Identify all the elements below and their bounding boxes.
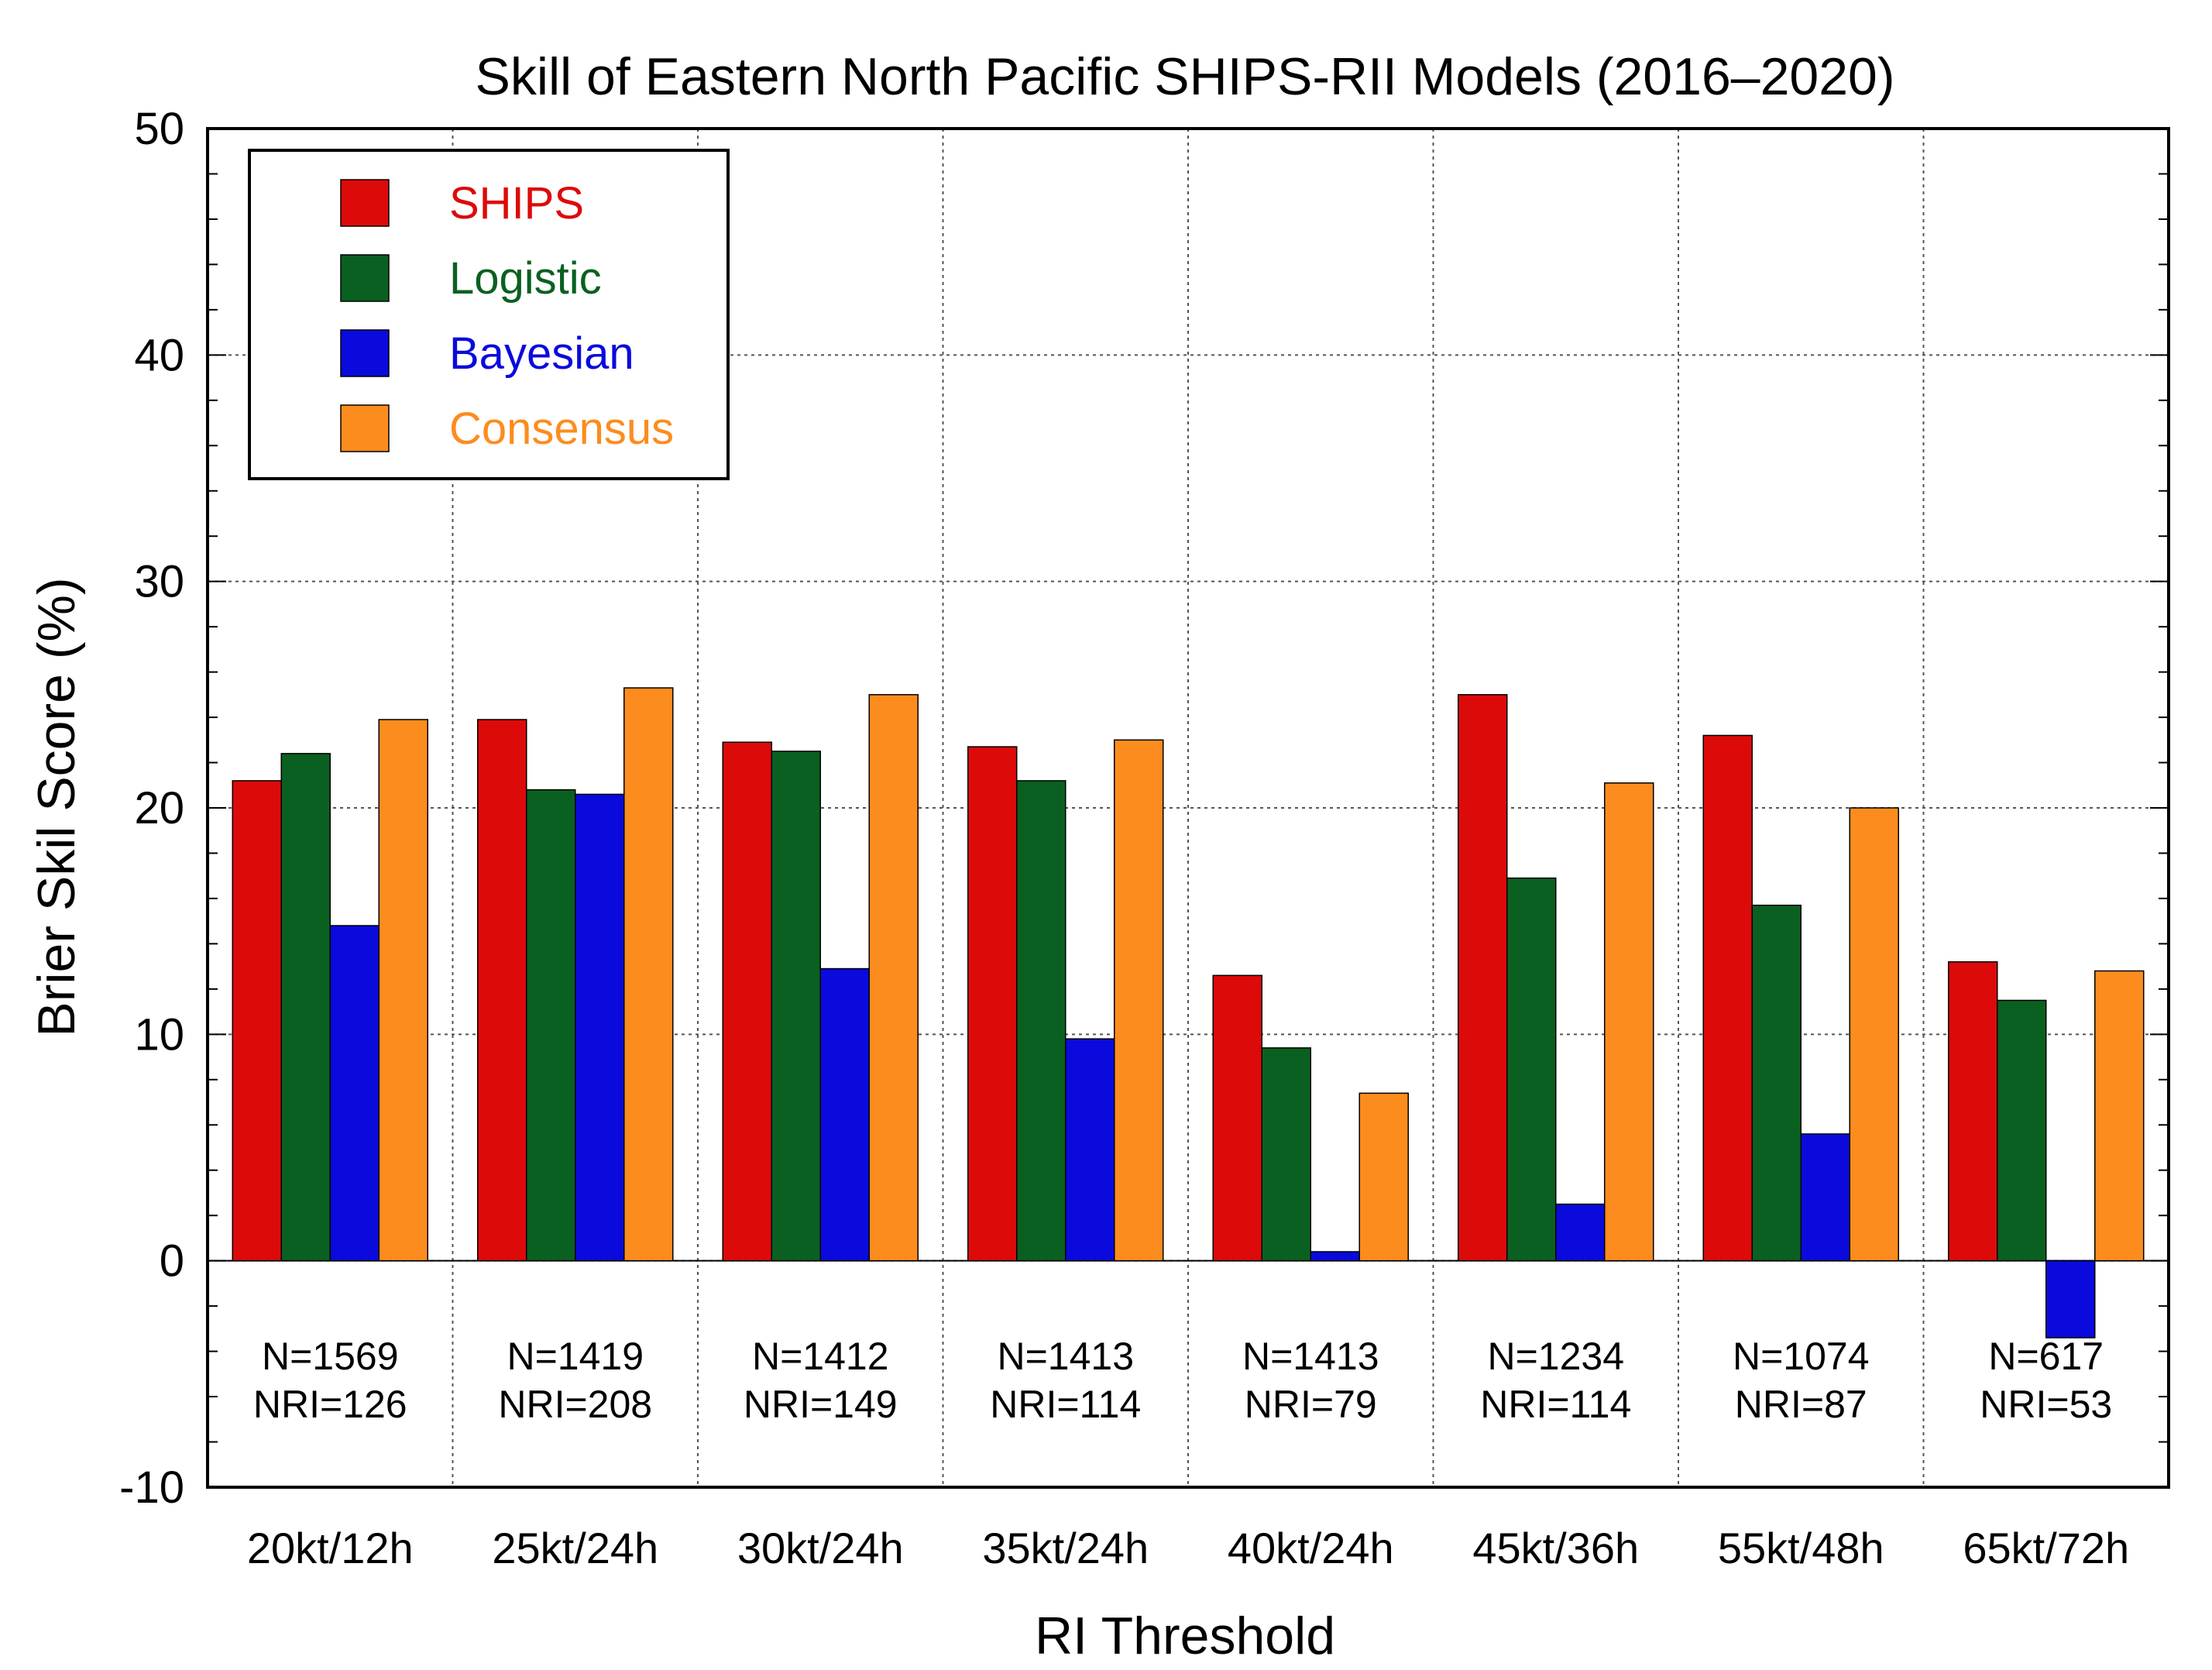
sample-size-annotations: N=1569 NRI=126 N=1419 NRI=208 N=1412 NRI=149 N… <box>253 1335 2112 1426</box>
x-tick-label: 30kt/24h <box>737 1524 904 1572</box>
bar-ships-35kt-24h <box>967 746 1018 1262</box>
bar-ships-65kt-72h <box>1948 961 1998 1262</box>
annotation-nri: NRI=126 <box>253 1383 407 1426</box>
bar-logistic-40kt-24h <box>1261 1047 1311 1262</box>
bar-consensus-30kt-24h <box>868 694 919 1262</box>
annotation-nri: NRI=79 <box>1245 1383 1377 1426</box>
annotation-n: N=1413 <box>1242 1335 1379 1378</box>
bar-consensus-40kt-24h <box>1358 1092 1409 1262</box>
bars <box>232 687 2145 1338</box>
y-tick-label: 30 <box>134 557 184 607</box>
bar-ships-55kt-48h <box>1702 734 1753 1262</box>
x-axis-label: RI Threshold <box>1035 1606 1335 1665</box>
annotation-n: N=1413 <box>997 1335 1134 1378</box>
y-axis-label: Brier Skil Score (%) <box>27 577 86 1036</box>
annotation-nri: NRI=149 <box>744 1383 898 1426</box>
bar-ships-30kt-24h <box>722 741 772 1262</box>
y-tick-label: 40 <box>134 330 184 380</box>
x-tick-label: 35kt/24h <box>982 1524 1149 1572</box>
bar-bayesian-25kt-24h <box>575 793 625 1262</box>
annotation-n: N=1412 <box>752 1335 889 1378</box>
bar-consensus-20kt-12h <box>378 719 428 1262</box>
legend-label-consensus: Consensus <box>449 404 674 454</box>
x-tick-label: 45kt/36h <box>1472 1524 1639 1572</box>
x-tick-label: 20kt/12h <box>247 1524 414 1572</box>
bar-logistic-55kt-48h <box>1751 904 1802 1262</box>
bar-ships-20kt-12h <box>232 780 282 1262</box>
annotation-n: N=617 <box>1988 1335 2104 1378</box>
legend-swatch-ships <box>340 179 390 227</box>
y-axis-ticks: -10 0 10 20 30 40 50 <box>119 104 2169 1513</box>
bar-ships-45kt-36h <box>1458 694 1508 1262</box>
bar-bayesian-65kt-72h <box>2045 1259 2096 1338</box>
bar-logistic-30kt-24h <box>771 751 821 1262</box>
legend-label-ships: SHIPS <box>449 178 584 229</box>
chart-title: Skill of Eastern North Pacific SHIPS-RII… <box>475 47 1894 106</box>
bar-ships-25kt-24h <box>477 719 527 1262</box>
bar-bayesian-55kt-48h <box>1800 1133 1850 1262</box>
y-tick-label: 20 <box>134 783 184 833</box>
bar-logistic-45kt-36h <box>1506 877 1557 1262</box>
bar-logistic-35kt-24h <box>1016 780 1066 1262</box>
x-axis-ticks: 20kt/12h 25kt/24h 30kt/24h 35kt/24h 40kt/24h… <box>247 1524 2129 1572</box>
bar-bayesian-30kt-24h <box>819 967 870 1262</box>
annotation-n: N=1234 <box>1487 1335 1624 1378</box>
legend-swatch-bayesian <box>340 329 390 377</box>
bar-consensus-45kt-36h <box>1604 782 1654 1262</box>
annotation-nri: NRI=114 <box>1480 1383 1631 1426</box>
bar-consensus-55kt-48h <box>1849 807 1899 1262</box>
bar-consensus-35kt-24h <box>1114 739 1164 1262</box>
x-tick-label: 55kt/48h <box>1718 1524 1884 1572</box>
bar-logistic-65kt-72h <box>1997 999 2047 1262</box>
legend-swatch-consensus <box>340 404 390 452</box>
x-tick-label: 25kt/24h <box>492 1524 658 1572</box>
annotation-nri: NRI=114 <box>990 1383 1141 1426</box>
legend-label-bayesian: Bayesian <box>449 328 634 379</box>
bar-bayesian-35kt-24h <box>1065 1038 1115 1262</box>
x-tick-label: 40kt/24h <box>1228 1524 1394 1572</box>
x-tick-label: 65kt/72h <box>1963 1524 2129 1572</box>
annotation-n: N=1569 <box>262 1335 399 1378</box>
legend-label-logistic: Logistic <box>449 253 602 304</box>
annotation-nri: NRI=208 <box>498 1383 652 1426</box>
y-tick-label: -10 <box>119 1462 184 1513</box>
y-tick-label: 0 <box>160 1236 184 1287</box>
bar-ships-40kt-24h <box>1212 974 1262 1262</box>
bar-bayesian-20kt-12h <box>329 925 380 1262</box>
bar-logistic-20kt-12h <box>280 753 331 1262</box>
annotation-nri: NRI=87 <box>1735 1383 1867 1426</box>
annotation-n: N=1074 <box>1733 1335 1870 1378</box>
bar-consensus-25kt-24h <box>623 687 674 1262</box>
bar-bayesian-40kt-24h <box>1310 1251 1360 1262</box>
annotation-nri: NRI=53 <box>1980 1383 2112 1426</box>
bar-consensus-65kt-72h <box>2094 970 2145 1262</box>
legend: SHIPS Logistic Bayesian Consensus <box>248 149 730 480</box>
y-tick-label: 50 <box>134 104 184 154</box>
legend-box <box>248 149 730 480</box>
y-tick-label: 10 <box>134 1009 184 1060</box>
bar-bayesian-45kt-36h <box>1555 1203 1606 1262</box>
annotation-n: N=1419 <box>507 1335 644 1378</box>
legend-swatch-logistic <box>340 254 390 302</box>
bar-logistic-25kt-24h <box>526 789 576 1262</box>
